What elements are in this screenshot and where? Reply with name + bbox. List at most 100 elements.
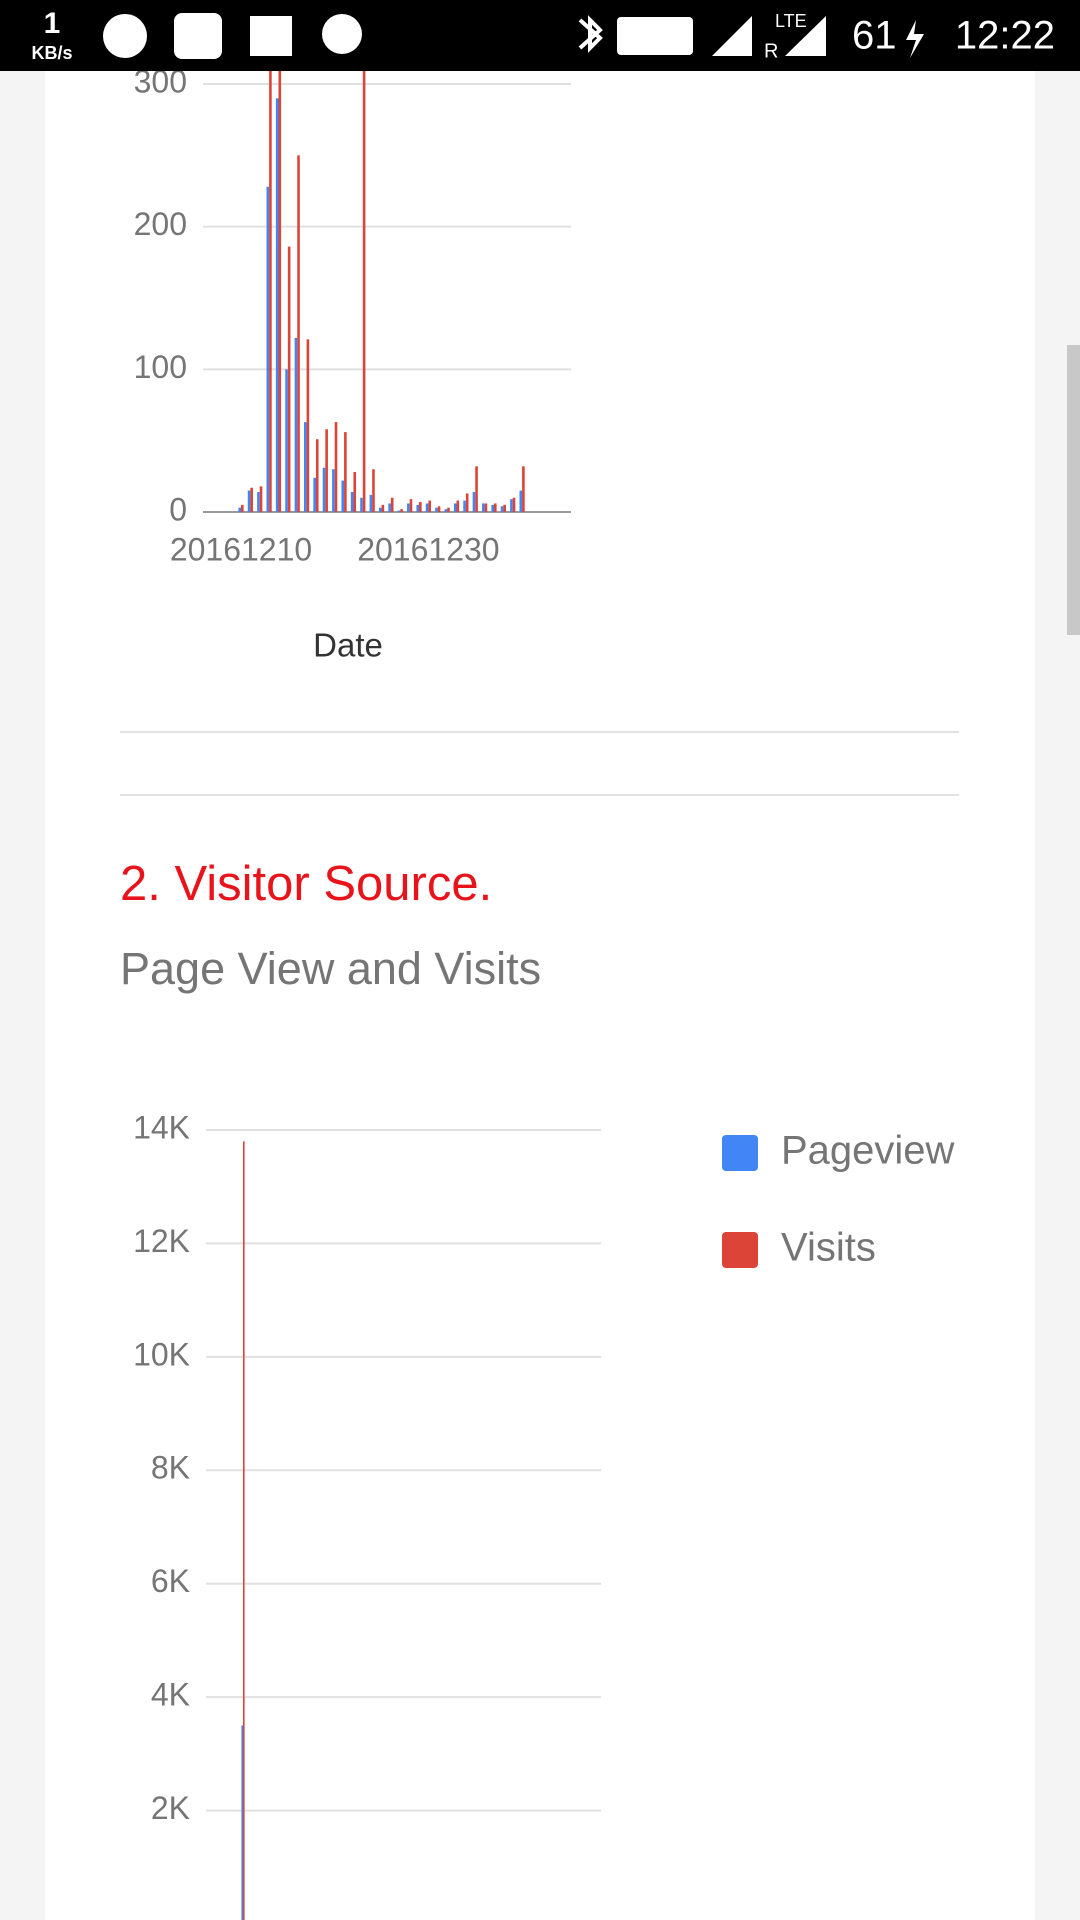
y-tick-label: 12K bbox=[133, 1223, 190, 1259]
y-tick-label: 2K bbox=[151, 1790, 190, 1826]
y-tick-label: 100 bbox=[134, 349, 187, 385]
net-speed-unit: KB/s bbox=[31, 43, 72, 63]
bar bbox=[522, 466, 525, 512]
scrollbar bbox=[1067, 345, 1080, 635]
legend-swatch bbox=[722, 1135, 758, 1171]
bar bbox=[241, 504, 244, 512]
y-tick-label: 10K bbox=[133, 1336, 190, 1372]
bar bbox=[334, 422, 338, 512]
bar bbox=[269, 41, 272, 512]
bar bbox=[465, 493, 469, 512]
status-bar: 1 KB/s R LTE 61 12:22 bbox=[0, 0, 1080, 71]
network-type: LTE bbox=[775, 11, 807, 31]
bar bbox=[378, 507, 382, 512]
bar bbox=[247, 490, 251, 512]
bar bbox=[453, 503, 457, 512]
bar bbox=[372, 469, 375, 512]
bar bbox=[241, 1725, 243, 1920]
x-tick-label: 20161230 bbox=[357, 531, 499, 567]
bluetooth-icon bbox=[578, 15, 603, 53]
bar bbox=[484, 503, 488, 512]
bar bbox=[503, 504, 506, 512]
volte-icon bbox=[617, 17, 693, 55]
bar bbox=[447, 507, 450, 512]
bar bbox=[259, 486, 263, 512]
bar bbox=[400, 509, 403, 512]
bar bbox=[475, 466, 478, 512]
net-speed: 1 bbox=[44, 7, 61, 40]
clock: 12:22 bbox=[955, 14, 1055, 58]
bar bbox=[425, 503, 429, 512]
bar bbox=[416, 504, 420, 512]
y-tick-label: 8K bbox=[151, 1450, 190, 1486]
bar bbox=[278, 41, 282, 512]
bar bbox=[381, 504, 385, 512]
bar bbox=[472, 492, 476, 512]
bar bbox=[285, 369, 288, 512]
y-tick-label: 14K bbox=[133, 1109, 190, 1145]
maps-icon bbox=[250, 16, 292, 56]
bar bbox=[456, 500, 460, 512]
bar bbox=[297, 155, 300, 513]
section-heading: 2. Visitor Source. bbox=[120, 857, 492, 911]
bar bbox=[369, 494, 373, 512]
bar bbox=[510, 499, 513, 512]
bar bbox=[250, 487, 253, 512]
card bbox=[45, 0, 1035, 1920]
bar bbox=[362, 55, 366, 512]
bar bbox=[315, 439, 319, 512]
phone-icon bbox=[103, 14, 147, 58]
bar bbox=[294, 337, 298, 512]
bar bbox=[419, 502, 422, 512]
charging-icon bbox=[906, 20, 924, 58]
bar bbox=[313, 477, 316, 512]
bar bbox=[303, 422, 307, 512]
bar bbox=[257, 492, 260, 512]
bar bbox=[287, 246, 291, 512]
bar bbox=[360, 497, 363, 512]
bar bbox=[390, 497, 394, 512]
bar bbox=[350, 492, 354, 512]
x-tick-label: 20161210 bbox=[170, 531, 312, 567]
bar bbox=[341, 480, 345, 512]
bar bbox=[344, 432, 347, 512]
signal-icon bbox=[712, 16, 752, 56]
bar bbox=[409, 499, 413, 512]
legend-swatch bbox=[722, 1232, 758, 1268]
bar bbox=[519, 490, 523, 512]
app-icon bbox=[174, 13, 222, 59]
bar bbox=[266, 186, 270, 512]
bar bbox=[332, 469, 335, 512]
chat-icon bbox=[322, 14, 362, 54]
y-tick-label: 4K bbox=[151, 1677, 190, 1713]
x-axis-label: Date bbox=[313, 627, 383, 664]
chart-title: Page View and Visits bbox=[120, 943, 541, 994]
bar bbox=[482, 503, 485, 512]
bar bbox=[444, 509, 448, 512]
bar bbox=[428, 500, 431, 512]
bar bbox=[463, 500, 466, 512]
bar bbox=[493, 503, 497, 512]
bar bbox=[407, 503, 410, 512]
bar bbox=[500, 506, 504, 512]
bar bbox=[388, 503, 391, 512]
y-tick-label: 0 bbox=[169, 491, 187, 527]
y-tick-label: 6K bbox=[151, 1563, 190, 1599]
roaming: R bbox=[764, 40, 778, 62]
bar bbox=[491, 504, 494, 512]
bar bbox=[397, 510, 401, 512]
bar bbox=[243, 1141, 245, 1920]
legend-label: Visits bbox=[781, 1226, 876, 1270]
bar bbox=[306, 339, 310, 512]
bar bbox=[275, 98, 279, 513]
bar bbox=[322, 467, 326, 512]
battery: 61 bbox=[852, 14, 897, 58]
bar bbox=[435, 507, 438, 512]
bar bbox=[325, 429, 328, 512]
bar bbox=[353, 472, 357, 512]
signal-icon bbox=[785, 16, 826, 56]
bar bbox=[512, 497, 516, 512]
y-tick-label: 200 bbox=[134, 206, 187, 242]
